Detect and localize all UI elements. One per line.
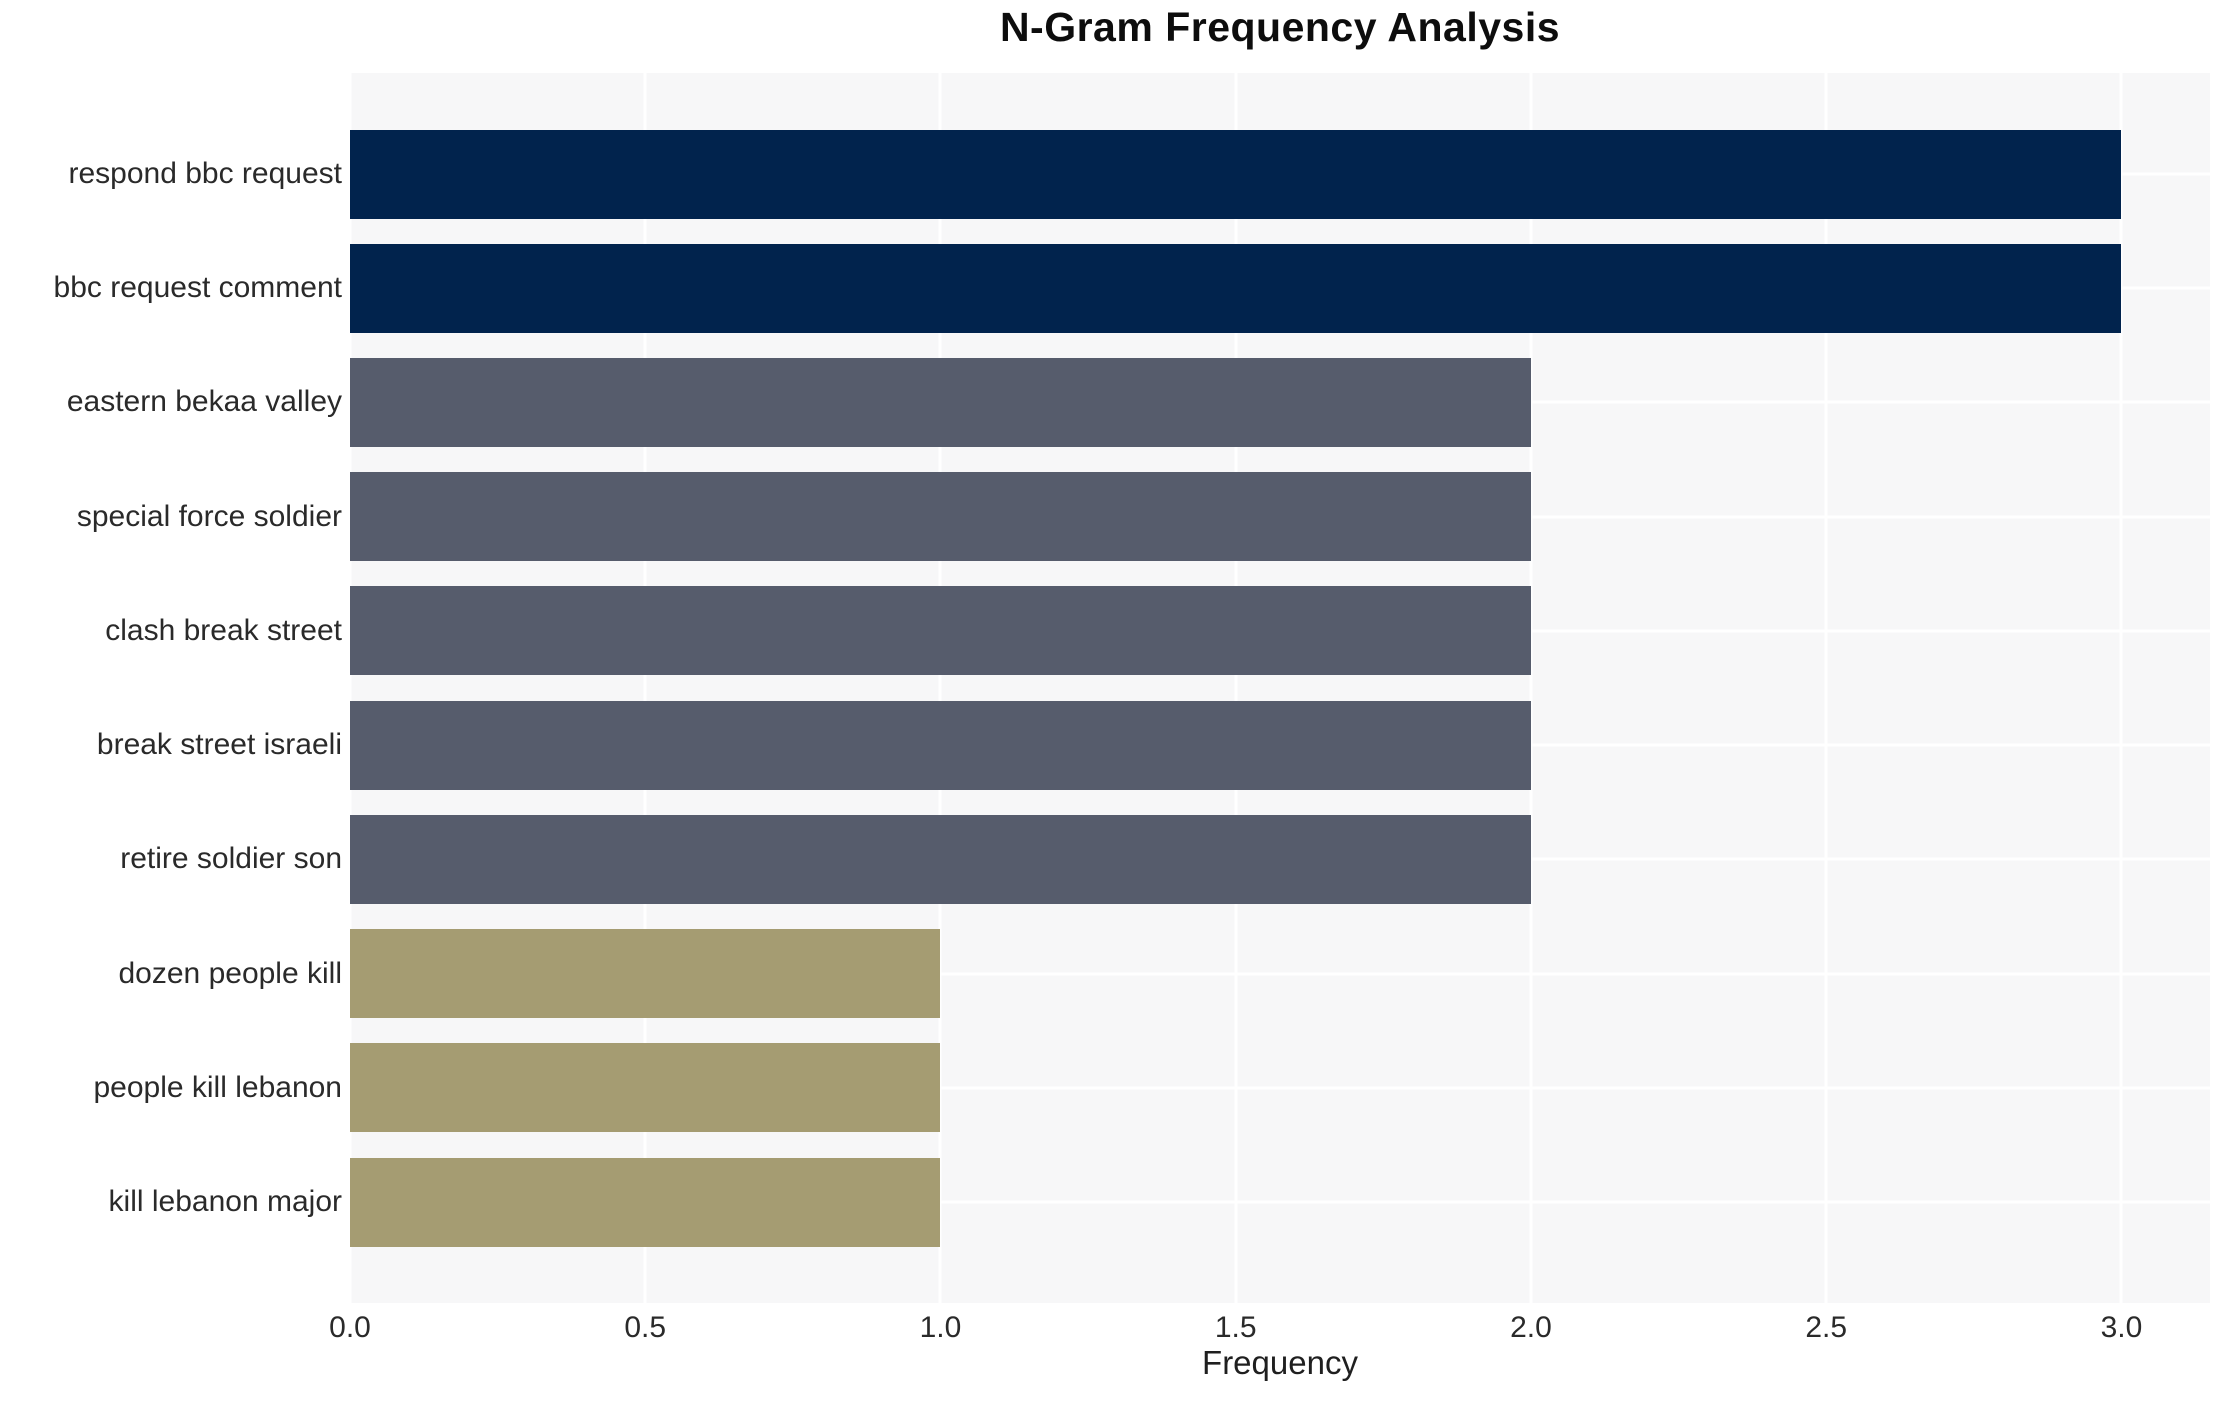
x-tick-label: 3.0	[2100, 1311, 2143, 1344]
x-gridline	[1529, 73, 1533, 1303]
y-tick-label: dozen people kill	[118, 956, 343, 990]
y-gridline	[350, 1086, 2210, 1090]
bar-eastern-bekaa-valley	[350, 357, 1531, 447]
y-tick-label: special force soldier	[76, 499, 342, 533]
plot-area	[348, 73, 2210, 1303]
y-tick-label: eastern bekaa valley	[66, 385, 342, 419]
x-axis-title: Frequency	[1202, 1344, 1358, 1381]
x-gridline	[348, 73, 352, 1303]
y-tick-label: people kill lebanon	[93, 1070, 342, 1104]
y-tick-label: bbc request comment	[53, 271, 342, 305]
x-tick-label: 1.0	[919, 1311, 962, 1344]
bar-special-force-soldier	[350, 472, 1531, 562]
bar-dozen-people-kill	[350, 929, 941, 1019]
x-tick-label: 0.0	[329, 1311, 371, 1344]
x-tick-label: 2.0	[1510, 1311, 1552, 1344]
x-gridline	[643, 73, 647, 1303]
y-tick-label: break street israeli	[96, 728, 342, 762]
x-gridline	[2119, 73, 2123, 1303]
y-tick-label: clash break street	[105, 613, 342, 647]
y-gridline	[350, 972, 2210, 976]
y-tick-label: respond bbc request	[68, 157, 342, 190]
bar-people-kill-lebanon	[350, 1043, 941, 1133]
bar-break-street-israeli	[350, 700, 1531, 790]
y-tick-label: retire soldier son	[120, 842, 342, 876]
y-tick-label: kill lebanon major	[108, 1185, 342, 1218]
x-gridline	[1234, 73, 1238, 1303]
x-tick-label: 1.5	[1214, 1311, 1257, 1344]
bar-kill-lebanon-major	[350, 1157, 941, 1247]
y-gridline	[350, 1200, 2210, 1204]
chart-title: N-Gram Frequency Analysis	[999, 4, 1561, 50]
x-gridline	[938, 73, 942, 1303]
x-tick-label: 0.5	[624, 1311, 667, 1344]
bar-retire-soldier-son	[350, 814, 1531, 904]
x-tick-label: 2.5	[1805, 1311, 1848, 1344]
bar-bbc-request-comment	[350, 243, 2122, 333]
bar-clash-break-street	[350, 586, 1531, 676]
bar-respond-bbc-request	[350, 129, 2122, 219]
x-gridline	[1824, 73, 1828, 1303]
